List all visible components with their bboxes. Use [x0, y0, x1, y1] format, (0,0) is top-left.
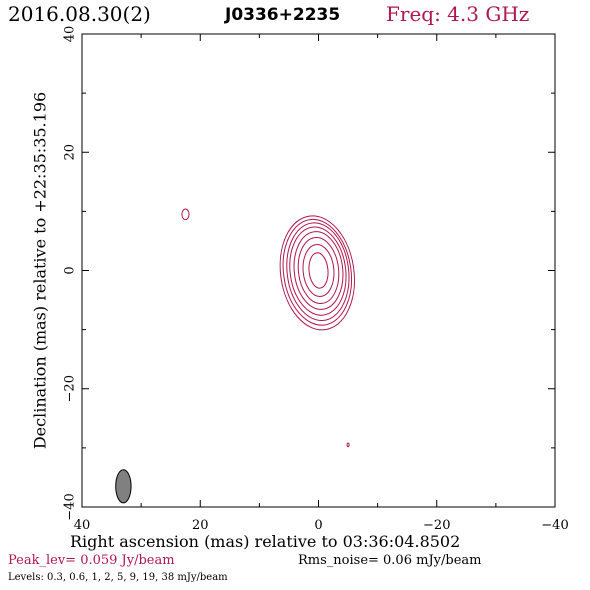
contour-line	[293, 231, 344, 310]
x-axis-label: Right ascension (mas) relative to 03:36:…	[70, 532, 461, 551]
contour-line	[181, 208, 190, 221]
y-tick-label: 0	[63, 266, 78, 274]
contour-line	[279, 215, 355, 331]
contour-group	[115, 208, 355, 504]
peak-level: Peak_lev= 0.059 Jy/beam	[8, 553, 175, 568]
tick-labels: 40 20 0 −20 −40 −40 −20 0 20 40	[63, 26, 569, 533]
frequency-label: Freq: 4.3 GHz	[386, 2, 530, 26]
plot-frame	[81, 33, 556, 508]
source-name: J0336+2235	[225, 5, 341, 25]
y-axis-label: Declination (mas) relative to +22:35:35.…	[31, 92, 50, 449]
contour-line	[289, 226, 347, 316]
contour-line	[297, 237, 340, 304]
x-tick-label: 0	[314, 518, 322, 533]
contour-line	[302, 244, 335, 297]
contour-line	[346, 442, 350, 448]
y-tick-label: 40	[63, 26, 78, 43]
contour-line	[282, 218, 353, 326]
observation-date: 2016.08.30(2)	[8, 2, 151, 26]
x-tick-label: −40	[541, 518, 568, 533]
x-tick-label: −20	[423, 518, 450, 533]
contour-line	[308, 252, 329, 289]
y-tick-label: −40	[63, 493, 78, 520]
y-tick-label: 20	[63, 144, 78, 161]
axis-ticks	[81, 33, 556, 508]
x-tick-label: 40	[74, 518, 91, 533]
beam-ellipse	[115, 469, 132, 504]
rms-noise: Rms_noise= 0.06 mJy/beam	[298, 553, 482, 568]
contour-line	[286, 222, 350, 322]
x-tick-label: 20	[192, 518, 209, 533]
contour-levels: Levels: 0.3, 0.6, 1, 2, 5, 9, 19, 38 mJy…	[8, 572, 228, 583]
y-tick-label: −20	[63, 375, 78, 402]
